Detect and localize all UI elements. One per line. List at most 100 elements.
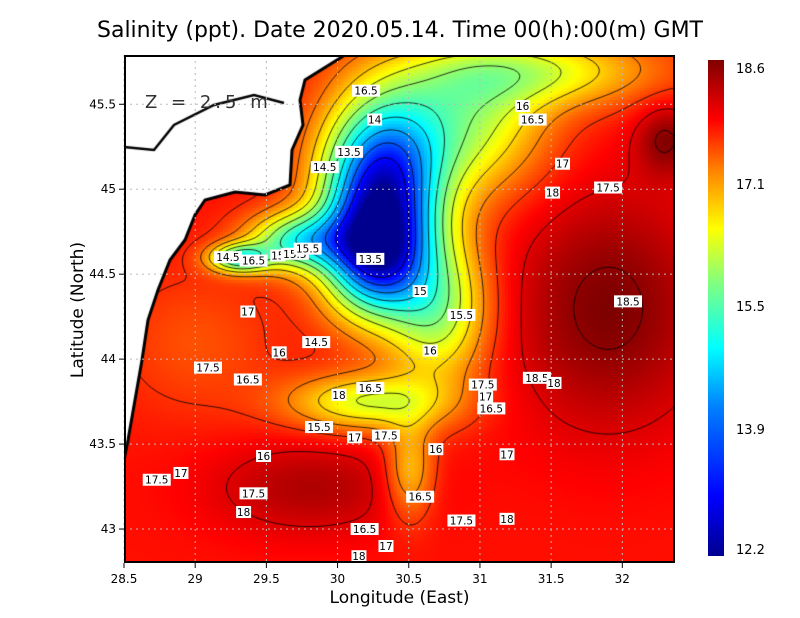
contour-label-box	[331, 388, 347, 401]
contour-label: 18	[352, 551, 365, 563]
contour-label: 17.5	[145, 475, 168, 487]
contour-label: 17.5	[242, 488, 265, 500]
contour-label-box	[352, 84, 381, 97]
contour-label-box	[555, 157, 571, 170]
contour-label: 15.5	[450, 310, 473, 322]
contour-label: 17.5	[450, 516, 473, 528]
x-tick-label: 30	[330, 572, 345, 586]
contour-label-box	[293, 242, 322, 255]
contour-label-box	[334, 145, 363, 158]
contour-label-box	[499, 448, 515, 461]
contour-label-box	[422, 344, 438, 357]
x-tick-label: 30.5	[395, 572, 422, 586]
contour-label-box	[194, 361, 223, 374]
contour-label: 14	[368, 115, 382, 127]
contour-label: 16.5	[408, 492, 431, 504]
contour-label: 16.5	[359, 383, 382, 395]
contour-label-box	[236, 506, 252, 519]
contour-label-box	[271, 346, 287, 359]
plot-frame	[124, 55, 675, 563]
y-tick-label: 45.5	[89, 97, 116, 111]
contour-label-box	[614, 295, 643, 308]
contour-label: 17	[379, 541, 392, 553]
contour-label-box	[594, 181, 623, 194]
x-tick-label: 31	[472, 572, 487, 586]
contour-label: 15.5	[296, 244, 319, 256]
contour-label: 18	[500, 514, 513, 526]
colorbar-tick: 15.5	[736, 300, 765, 315]
contour-label: 16.5	[521, 115, 544, 127]
contour-label: 15.5	[307, 422, 330, 434]
colorbar	[708, 60, 724, 556]
contour-label-box	[378, 540, 394, 553]
contour-label: 14.5	[313, 162, 336, 174]
colorbar-tick: 13.9	[736, 423, 765, 438]
contour-label: 15	[413, 286, 426, 298]
x-axis-label: Longitude (East)	[329, 588, 470, 608]
contour-label-box	[356, 252, 385, 265]
contour-label: 17	[500, 449, 513, 461]
contour-label-box	[239, 487, 268, 500]
contour-label-box	[233, 373, 262, 386]
contour-label: 16	[516, 101, 530, 113]
colorbar-tick: 17.1	[736, 178, 765, 193]
contour-label: 17	[556, 159, 569, 171]
colorbar-tick: 12.2	[736, 543, 765, 558]
contour-label-box	[412, 285, 428, 298]
contour-label-box	[477, 402, 506, 415]
x-tick-label: 32	[615, 572, 630, 586]
contour-label-box	[305, 421, 334, 434]
contour-label-box	[256, 449, 272, 462]
depth-annotation: Z = 2.5 m	[145, 92, 272, 113]
contour-label: 18	[546, 188, 559, 200]
contour-label: 14.5	[305, 337, 328, 349]
contour-label-box	[302, 336, 331, 349]
contour-label: 16	[429, 444, 443, 456]
contour-label-box	[347, 431, 363, 444]
contour-label-box	[499, 512, 515, 525]
contour-label-box	[240, 305, 256, 318]
contour-label-box	[310, 161, 339, 174]
contour-label: 13.5	[337, 147, 360, 159]
y-tick-label: 43.5	[89, 437, 116, 451]
x-tick-label: 29	[188, 572, 203, 586]
contour-label-box	[545, 186, 561, 199]
contour-label-box	[468, 378, 497, 391]
contour-label: 17	[479, 391, 492, 403]
contour-label-box	[447, 514, 476, 527]
y-tick-label: 45	[101, 182, 116, 196]
contour-label: 17	[174, 468, 187, 480]
contour-label-box	[367, 113, 383, 126]
contour-label-box	[213, 251, 242, 264]
contour-label-box	[350, 523, 379, 536]
x-tick-label: 31.5	[538, 572, 565, 586]
contour-label-box	[239, 254, 268, 267]
contour-label: 17.5	[196, 363, 219, 375]
x-tick-label: 28.5	[111, 572, 138, 586]
contour-label: 17	[241, 307, 254, 319]
contour-label: 14.5	[216, 252, 239, 264]
contour-label-box	[546, 376, 562, 389]
contour-label-box	[515, 99, 531, 112]
x-tick-label: 29.5	[253, 572, 280, 586]
contour-label: 18.5	[525, 373, 548, 385]
contour-label-box	[518, 113, 547, 126]
contour-label: 17.5	[471, 380, 494, 392]
contour-label: 17.5	[596, 183, 619, 195]
contour-label-box	[428, 443, 444, 456]
y-tick-label: 44	[101, 352, 116, 366]
contour-label: 18	[547, 378, 560, 390]
contour-label-box	[522, 371, 551, 384]
contour-label: 18	[332, 390, 345, 402]
y-axis-label: Latitude (North)	[68, 241, 88, 379]
contour-label-box	[447, 308, 476, 321]
contour-label: 16	[257, 451, 271, 463]
contour-label: 18.5	[616, 296, 639, 308]
colorbar-tick: 18.6	[736, 62, 765, 77]
y-tick-label: 43	[101, 522, 116, 536]
contour-label: 18	[237, 507, 250, 519]
contour-label: 16.5	[480, 403, 503, 415]
chart-title: Salinity (ppt). Date 2020.05.14. Time 00…	[97, 18, 703, 43]
